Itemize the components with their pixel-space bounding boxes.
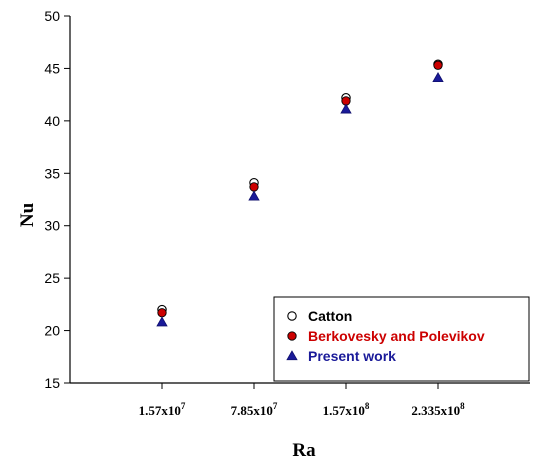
point-berkovesky-and-polevikov [157,308,167,318]
y-tick-label: 50 [44,8,60,24]
x-axis-title: Ra [292,440,316,461]
legend-label-catton: Catton [308,308,352,324]
legend-label-present-work: Present work [308,348,396,364]
point-present-work [340,103,352,114]
legend-label-berkovesky-and-polevikov: Berkovesky and Polevikov [308,328,485,344]
y-tick-label: 25 [44,270,60,286]
y-axis-title: Nu [17,202,38,227]
legend: Catton Berkovesky and Polevikov Present wo… [273,296,530,382]
point-berkovesky-and-polevikov [433,60,443,70]
point-present-work [248,190,260,201]
axes [69,16,530,384]
y-tick-label: 30 [44,218,60,234]
point-present-work [156,316,168,327]
legend-marker-present-work [286,350,298,361]
legend-marker-catton [287,311,297,321]
x-tick-labels: 1.57x107 7.85x107 1.57x108 2.335x108 [139,401,466,418]
x-tick-label: 2.335x108 [411,401,465,418]
y-tick-label: 40 [44,113,60,129]
point-present-work [432,72,444,83]
data-points [156,59,444,327]
x-tick-label: 1.57x108 [323,401,370,418]
legend-marker-berkovesky-and-polevikov [287,331,297,341]
y-tick-label: 35 [44,165,60,181]
x-tick-label: 1.57x107 [139,401,186,418]
point-berkovesky-and-polevikov [249,182,259,192]
y-tick-label: 45 [44,60,60,76]
y-tick-labels: 15 20 25 30 35 40 45 50 [44,8,60,391]
tick-marks [64,15,439,389]
x-tick-label: 7.85x107 [231,401,278,418]
legend-box [273,296,530,382]
y-tick-label: 20 [44,323,60,339]
y-tick-label: 15 [44,375,60,391]
